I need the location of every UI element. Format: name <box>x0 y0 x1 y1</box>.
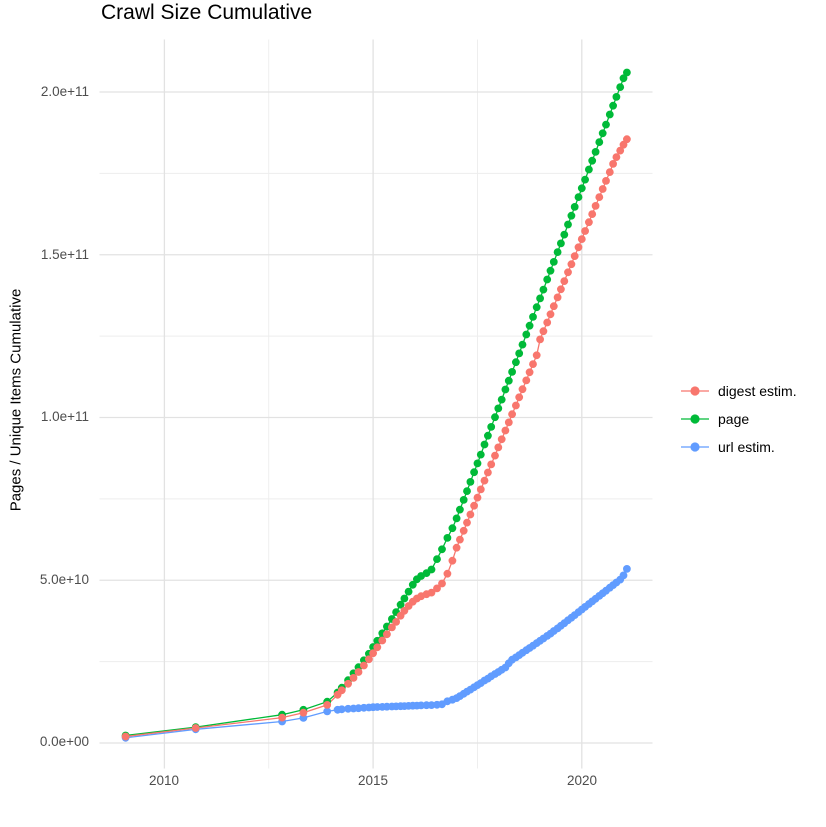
legend-key-page-icon <box>681 414 709 424</box>
series-points-digest-estim- <box>121 135 631 741</box>
x-tick-label-2010: 2010 <box>148 773 180 788</box>
legend-item-url-estim: url estim. <box>681 433 797 461</box>
legend: digest estim. page url estim. <box>681 377 797 461</box>
legend-label-url-estim: url estim. <box>718 439 775 455</box>
x-tick-label-2015: 2015 <box>357 773 389 788</box>
legend-item-digest-estim: digest estim. <box>681 377 797 405</box>
series-points-page <box>121 68 631 740</box>
y-tick-label-2e11: 2.0e+11 <box>40 84 89 99</box>
y-axis-title: Pages / Unique Items Cumulative <box>7 288 25 512</box>
y-tick-label-1e11: 1.0e+11 <box>40 409 89 424</box>
grid-major <box>99 39 653 769</box>
y-tick-label-1.5e11: 1.5e+11 <box>40 247 89 262</box>
y-tick-label-0: 0.0e+00 <box>39 734 89 749</box>
grid-minor <box>99 39 653 769</box>
legend-key-digest-icon <box>681 386 709 396</box>
legend-key-url-icon <box>681 442 709 452</box>
legend-label-page: page <box>718 411 750 427</box>
y-tick-label-5e10: 5.0e+10 <box>39 572 89 587</box>
legend-label-digest-estim: digest estim. <box>718 383 797 399</box>
legend-item-page: page <box>681 405 797 433</box>
chart-title: Crawl Size Cumulative <box>101 1 313 24</box>
x-tick-label-2020: 2020 <box>566 773 598 788</box>
